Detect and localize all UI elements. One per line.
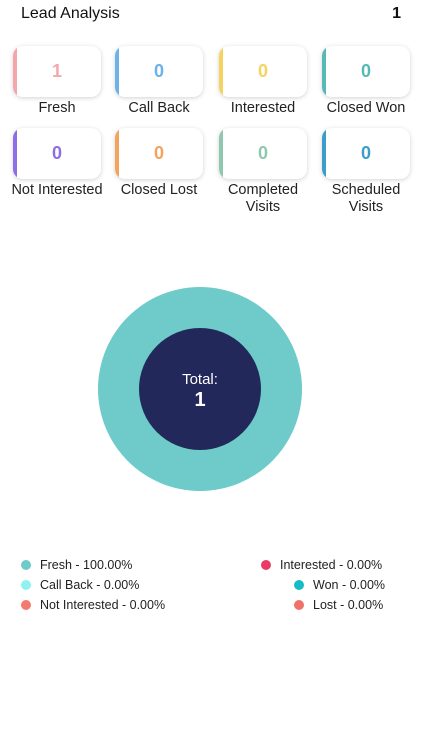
legend-dot	[21, 560, 31, 570]
card-value: 0	[153, 143, 164, 163]
card-label: Interested	[230, 100, 296, 116]
card-completed-visits[interactable]: 0 Completed Visits	[213, 128, 313, 216]
card-value: 0	[360, 143, 371, 163]
card-label: Closed Won	[326, 100, 406, 116]
card-label: Not Interested	[11, 182, 103, 198]
card-accent-bar	[13, 46, 17, 97]
legend-item: Not Interested - 0.00%	[21, 596, 165, 614]
card-value: 0	[257, 61, 268, 81]
legend-dot	[294, 580, 304, 590]
card-interested[interactable]: 0 Interested	[213, 46, 313, 117]
card-call-back[interactable]: 0 Call Back	[109, 46, 209, 117]
legend-dot	[294, 600, 304, 610]
card-accent-bar	[115, 128, 119, 179]
page-title: Lead Analysis	[21, 5, 120, 22]
donut-chart-svg: Total: 1	[98, 287, 302, 491]
legend-dot	[261, 560, 271, 570]
legend-item: Lost - 0.00%	[294, 596, 383, 614]
status-card[interactable]: 0	[322, 128, 410, 179]
card-label: Completed Visits	[227, 182, 299, 215]
chart-center-label: Total:	[182, 371, 218, 388]
status-card[interactable]: 0	[219, 46, 307, 97]
card-accent-bar	[115, 46, 119, 97]
status-card[interactable]: 0	[115, 128, 203, 179]
card-accent-bar	[322, 128, 326, 179]
status-card[interactable]: 1	[13, 46, 101, 97]
card-accent-bar	[13, 128, 17, 179]
legend-label: Lost - 0.00%	[313, 598, 384, 612]
card-value: 0	[153, 61, 164, 81]
card-label: Call Back	[128, 100, 190, 116]
card-closed-lost[interactable]: 0 Closed Lost	[109, 128, 209, 199]
card-closed-won[interactable]: 0 Closed Won	[316, 46, 416, 117]
card-label: Closed Lost	[120, 182, 198, 198]
legend-item: Fresh - 100.00%	[21, 556, 132, 574]
legend-label: Call Back - 0.00%	[40, 578, 140, 592]
chart-center-value: 1	[194, 389, 205, 411]
status-card[interactable]: 0	[322, 46, 410, 97]
lead-count: 1	[392, 5, 401, 22]
chart-center-circle	[139, 328, 261, 450]
card-scheduled-visits[interactable]: 0 Scheduled Visits	[316, 128, 416, 216]
card-not-interested[interactable]: 0 Not Interested	[7, 128, 107, 199]
legend-label: Not Interested - 0.00%	[40, 598, 166, 612]
status-card[interactable]: 0	[13, 128, 101, 179]
card-value: 1	[51, 61, 62, 81]
card-label: Fresh	[38, 100, 76, 116]
legend-dot	[21, 600, 31, 610]
legend-dot	[21, 580, 31, 590]
card-fresh[interactable]: 1 Fresh	[7, 46, 107, 117]
legend-label: Fresh - 100.00%	[40, 558, 133, 572]
header: Lead Analysis 1	[0, 0, 422, 30]
lead-donut-chart: Total: 1	[0, 280, 422, 500]
legend-item: Interested - 0.00%	[261, 556, 382, 574]
card-accent-bar	[219, 128, 223, 179]
card-value: 0	[257, 143, 268, 163]
status-card[interactable]: 0	[219, 128, 307, 179]
card-label: Scheduled Visits	[331, 182, 401, 215]
legend-item: Won - 0.00%	[294, 576, 385, 594]
card-accent-bar	[322, 46, 326, 97]
legend-label: Interested - 0.00%	[280, 558, 383, 572]
status-card[interactable]: 0	[115, 46, 203, 97]
legend-item: Call Back - 0.00%	[21, 576, 139, 594]
card-accent-bar	[219, 46, 223, 97]
card-value: 0	[360, 61, 371, 81]
legend-label: Won - 0.00%	[313, 578, 386, 592]
card-value: 0	[51, 143, 62, 163]
